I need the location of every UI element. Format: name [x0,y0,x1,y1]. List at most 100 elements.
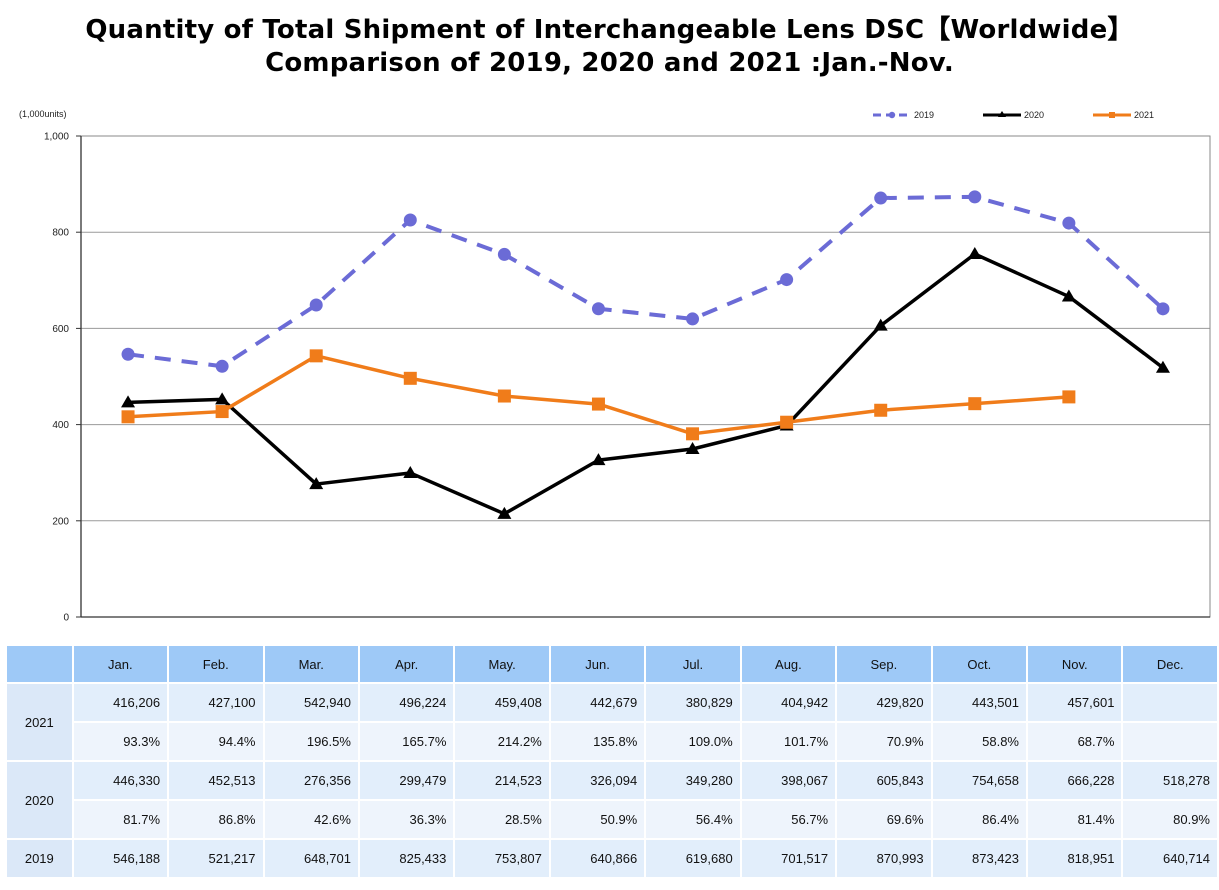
units-cell: 404,942 [741,684,836,721]
chart-subtitle: Comparison of 2019, 2020 and 2021 :Jan.-… [265,48,954,78]
ratio-cell: 68.7% [1028,723,1122,760]
data-point-2020 [497,506,512,519]
ratio-cell: 214.2% [455,723,549,760]
data-point-2020 [685,441,700,454]
axes: 0 200 400 600 800 1,000 [44,132,1211,624]
legend-item-2021: 2021 [1093,110,1154,120]
ratio-cell: 86.4% [932,801,1026,838]
month-header: Sep. [837,646,931,682]
data-point-2019 [686,312,700,326]
month-header: Nov. [1028,646,1122,682]
data-point-2019 [780,273,794,287]
data-point-2021 [874,403,888,417]
ratio-cell: 28.5% [455,801,549,838]
month-header: Dec. [1123,646,1217,682]
data-point-2019 [497,247,511,261]
ratio-cell: 86.8% [169,801,263,838]
month-header: Aug. [741,646,836,682]
y-tick-label: 600 [52,324,69,335]
data-point-2019 [309,298,323,312]
data-point-2020 [967,247,982,260]
units-cell: 443,501 [932,684,1026,721]
ratio-cell: 165.7% [359,723,454,760]
units-cell: 276,356 [264,762,358,799]
table-row-units-2020: 2020 446,330 452,513 276,356 299,479 214,523 3… [7,762,1217,838]
units-cell: 546,188 [73,840,168,877]
year-label: 2019 [7,840,72,877]
units-cell: 214,523 [455,762,549,799]
year-label: 2020 [7,762,72,838]
ratio-cell: 94.4% [169,723,263,760]
month-header: Mar. [264,646,358,682]
y-tick-label: 400 [52,420,69,431]
units-cell: 398,067 [741,762,836,799]
units-cell: 380,829 [646,684,740,721]
units-cell: 754,658 [932,762,1026,799]
data-point-2021 [968,397,982,411]
data-point-2021 [497,389,511,403]
legend-label-2019: 2019 [914,110,934,120]
data-point-2020 [1155,360,1170,373]
data-point-2019 [121,347,135,361]
units-cell: 427,100 [169,684,263,721]
legend-marker-2021 [1109,112,1115,118]
units-cell [1123,684,1217,721]
legend-item-2020: 2020 [983,110,1044,120]
series-2021 [121,349,1076,441]
ratio-cell [1123,723,1217,760]
plot-area-border [80,135,1211,618]
units-cell: 701,517 [741,840,836,877]
units-cell: 666,228 [1028,762,1122,799]
units-cell: 818,951 [1028,840,1122,877]
series-lines [121,190,1170,519]
units-cell: 542,940 [264,684,358,721]
data-point-2020 [591,453,606,466]
data-point-2021 [215,405,229,419]
data-point-2020 [403,465,418,478]
units-cell: 648,701 [264,840,358,877]
data-point-2020 [309,477,324,490]
chart-title: Quantity of Total Shipment of Interchang… [85,15,1134,45]
units-cell: 349,280 [646,762,740,799]
ratio-cell: 58.8% [932,723,1026,760]
units-cell: 605,843 [837,762,931,799]
legend-label-2021: 2021 [1134,110,1154,120]
legend-label-2020: 2020 [1024,110,1044,120]
units-cell: 299,479 [359,762,454,799]
line-chart: (1,000units) 0 200 400 600 800 1,000 2019 2020… [19,109,1211,624]
data-point-2020 [215,392,230,405]
ratio-cell: 56.7% [741,801,836,838]
data-point-2020 [121,395,136,408]
month-header: Feb. [169,646,263,682]
year-label: 2021 [7,684,72,760]
series-2019 [121,190,1170,373]
units-cell: 416,206 [73,684,168,721]
ratio-cell: 69.6% [837,801,931,838]
units-cell: 619,680 [646,840,740,877]
data-point-2021 [686,427,700,441]
data-point-2019 [403,213,417,227]
ratio-cell: 196.5% [264,723,358,760]
table-row-ratio-2021: 93.3% 94.4% 196.5% 165.7% 214.2% 135.8% 109.0%… [7,723,1217,760]
legend-marker-2019 [888,111,896,119]
data-point-2021 [403,371,417,385]
ratio-cell: 135.8% [550,723,645,760]
units-cell: 753,807 [455,840,549,877]
month-header: Jun. [550,646,645,682]
units-cell: 640,714 [1123,840,1217,877]
month-header: Apr. [359,646,454,682]
y-tick-label: 1,000 [44,132,69,143]
series-line-2019 [127,194,1165,369]
y-tick-label: 0 [63,613,69,624]
units-cell: 873,423 [932,840,1026,877]
ratio-cell: 80.9% [1123,801,1217,838]
ratio-cell: 36.3% [359,801,454,838]
units-cell: 326,094 [550,762,645,799]
units-cell: 459,408 [455,684,549,721]
series-line-2020 [127,252,1165,516]
units-cell: 496,224 [359,684,454,721]
data-table: Jan. Feb. Mar. Apr. May. Jun. Jul. Aug. Sep. Oct.… [5,644,1219,879]
legend-marker-2020 [998,111,1006,117]
data-point-2020 [1061,289,1076,302]
table-header-row: Jan. Feb. Mar. Apr. May. Jun. Jul. Aug. Sep. Oct.… [7,646,1217,682]
